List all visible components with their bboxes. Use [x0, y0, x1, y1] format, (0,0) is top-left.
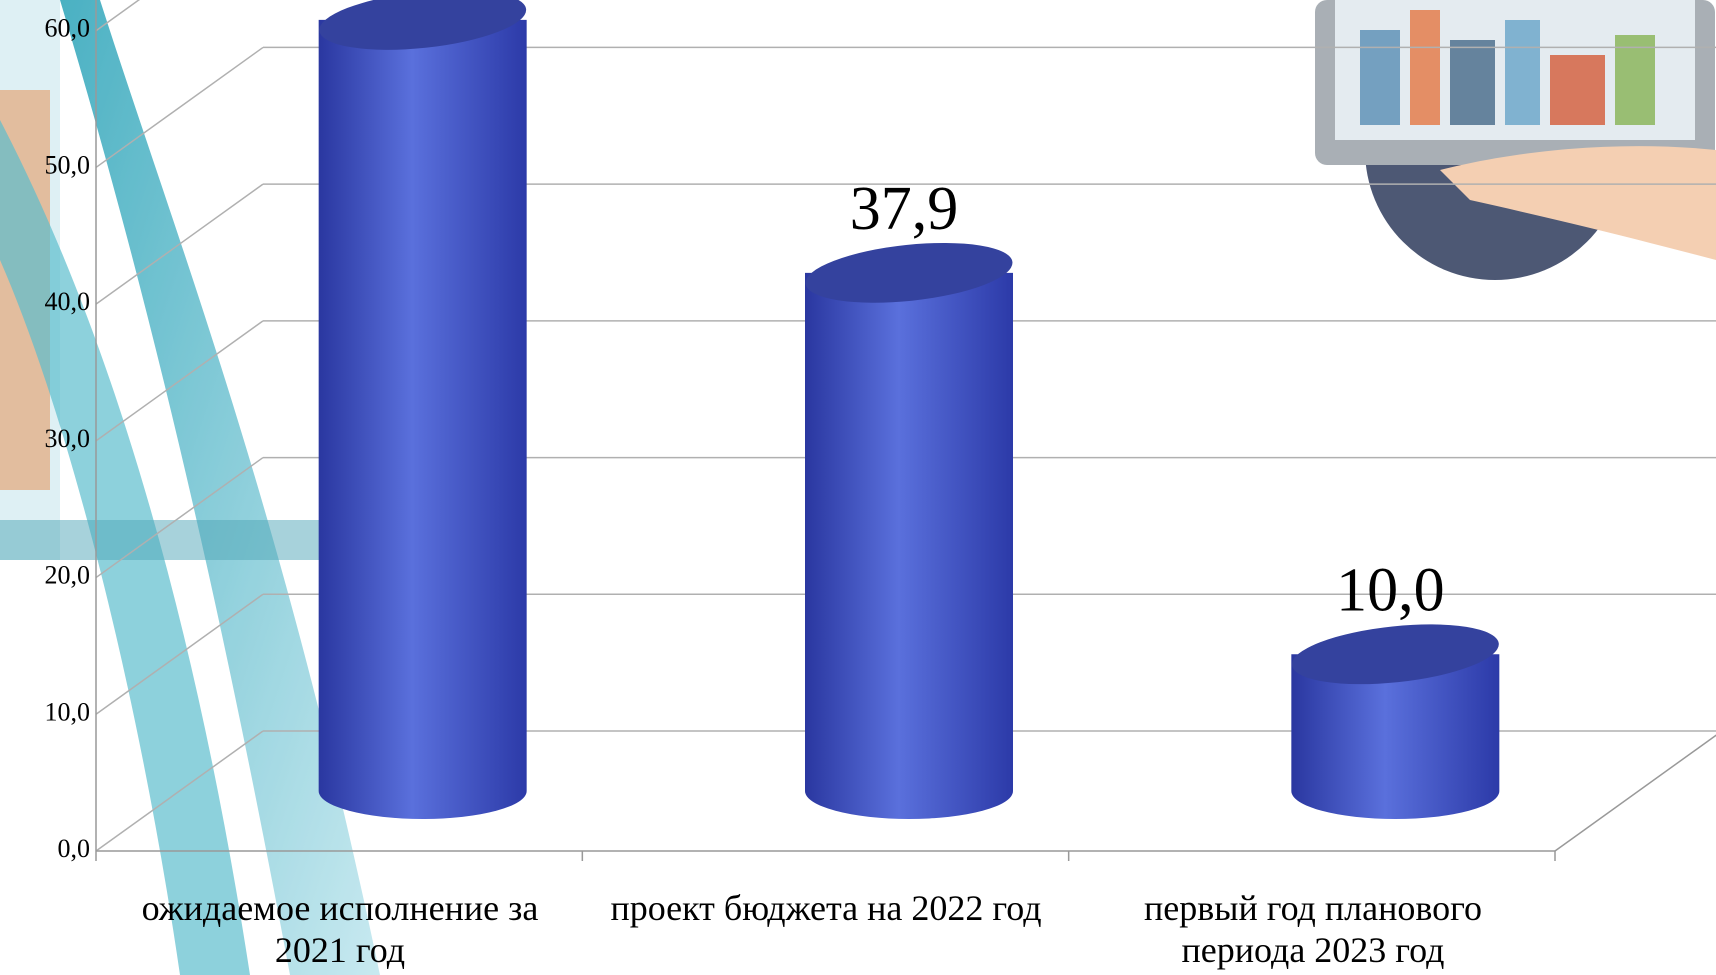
y-tick-label: 10,0	[45, 697, 91, 726]
bar-top	[319, 0, 527, 50]
y-tick-label: 20,0	[45, 561, 91, 590]
x-tick-label: первый год планового периода 2023 год	[1144, 888, 1482, 970]
grid-line	[95, 46, 264, 169]
bar	[805, 272, 1013, 819]
y-tick-label: 60,0	[45, 14, 91, 43]
y-tick-label: 30,0	[45, 424, 91, 453]
bar	[1291, 654, 1500, 820]
value-label: 37,9	[850, 175, 959, 243]
value-label: 10,0	[1336, 557, 1445, 625]
grid-line	[95, 0, 141, 32]
grid-line	[95, 320, 264, 442]
x-tick-label: проект бюджета на 2022 год	[610, 888, 1042, 928]
bar-top	[805, 242, 1013, 303]
y-tick-label: 50,0	[45, 150, 91, 179]
grid-line	[95, 456, 264, 579]
bar	[318, 19, 527, 819]
grid-line	[95, 730, 264, 852]
axis-line	[1554, 734, 1716, 852]
y-tick-label: 40,0	[45, 287, 91, 316]
grid-line	[95, 183, 264, 305]
bar-top	[1291, 624, 1499, 685]
y-tick-label: 0,0	[58, 834, 91, 863]
grid-line	[95, 593, 264, 715]
x-tick-label: ожидаемое исполнение за 2021 год	[141, 888, 539, 970]
